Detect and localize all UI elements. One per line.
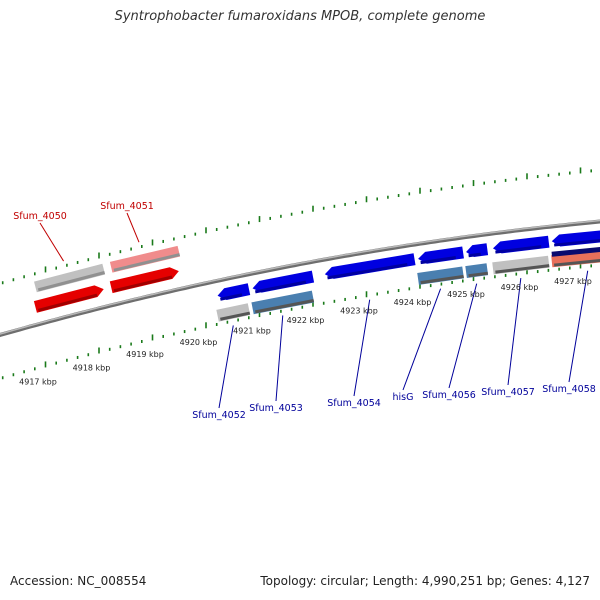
reverse-gene-arrow [252,270,315,294]
forward-gene-feature [34,263,106,293]
label-leader-bottom [402,288,442,391]
scale-label: 4920 kbp [180,338,218,347]
reverse-gene-feature [216,303,251,322]
label-leader-bottom [507,277,522,386]
gene-track [33,228,600,322]
reverse-gene-feature [251,290,315,315]
scale-label: 4919 kbp [126,350,164,359]
reverse-gene-arrow [324,253,416,280]
topology-label: Topology: circular; Length: 4,990,251 bp… [260,574,590,588]
genome-backbone [0,219,600,338]
reverse-gene-arrow-shade [468,252,481,258]
scale-label: 4921 kbp [233,327,271,336]
gene-label-top: Sfum_4051 [100,201,154,212]
reverse-gene-feature [492,255,550,275]
reverse-gene-arrow-body [324,253,416,279]
reverse-gene-feature-shade [220,311,251,321]
forward-gene-arrow-shade [37,293,98,312]
reverse-gene-arrow-body [466,243,489,258]
gene-label-bottom: Sfum_4054 [327,398,381,409]
reverse-gene-arrow-body [492,235,550,254]
scale-labels: 4917 kbp 4918 kbp 4919 kbp 4920 kbp 4921 kbp… [19,277,592,386]
backbone-line [0,219,600,338]
gene-label-bottom: Sfum_4057 [481,387,535,398]
reverse-gene-arrow-body [551,228,600,247]
reverse-gene-band-shade [553,246,600,257]
label-leader-bottom [448,283,478,389]
scale-label: 4924 kbp [394,298,432,307]
reverse-gene-feature [551,248,600,268]
reverse-gene-arrow-shade [255,280,307,294]
scale-label: 4925 kbp [447,290,485,299]
scale-label: 4917 kbp [19,377,57,386]
backbone-highlight [0,219,600,335]
reverse-gene-arrow-shade [327,263,408,280]
reverse-gene-arrow-shade [220,293,243,301]
forward-gene-feature-shade [113,253,180,272]
scale-label: 4918 kbp [73,363,111,372]
forward-gene-feature-shade [37,271,105,292]
reverse-gene-feature-shade [554,256,600,267]
gene-label-bottom: hisG [393,392,414,403]
reverse-gene-feature [465,263,489,278]
reverse-gene-feature-shade [255,299,315,314]
forward-gene-arrow-shade [113,275,173,293]
scale-label: 4922 kbp [287,316,325,325]
reverse-gene-feature-shade [468,271,489,278]
reverse-gene-feature-shade [420,274,464,285]
reverse-gene-arrow-shade [420,256,456,265]
reverse-gene-arrow [551,228,600,247]
genome-title: Syntrophobacter fumaroxidans MPOB, compl… [114,9,486,24]
reverse-gene-feature [417,266,464,285]
forward-gene-feature [109,245,181,273]
forward-gene-arrow [109,267,179,294]
gene-label-bottom: Sfum_4053 [249,403,303,414]
label-leader-bottom [218,325,234,409]
reverse-gene-arrow [466,243,489,258]
label-leader-top [39,222,64,262]
reverse-gene-arrow-body [252,270,315,293]
reverse-gene-arrow [492,235,550,254]
reverse-gene-arrow-shade [495,245,542,254]
label-leader-bottom [568,270,589,383]
scale-label: 4927 kbp [554,277,592,286]
label-leader-bottom [353,299,371,397]
tick-track-top [1,167,593,285]
reverse-gene-arrow [418,246,464,265]
gene-label-bottom: Sfum_4052 [192,410,246,421]
reverse-gene-feature-shade [495,264,550,274]
gene-label-bottom: Sfum_4058 [542,384,596,395]
label-leader-bottom [275,315,284,402]
gene-label-top: Sfum_4050 [13,211,67,222]
reverse-gene-arrow-shade [554,237,600,247]
reverse-gene-band [551,244,600,257]
accession-label: Accession: NC_008554 [10,574,147,588]
reverse-gene-arrow [217,283,251,301]
label-leader-top [126,212,140,243]
scale-label: 4923 kbp [340,307,378,316]
scale-label: 4926 kbp [501,283,539,292]
forward-gene-arrow [33,285,104,313]
gene-label-bottom: Sfum_4056 [422,390,476,401]
